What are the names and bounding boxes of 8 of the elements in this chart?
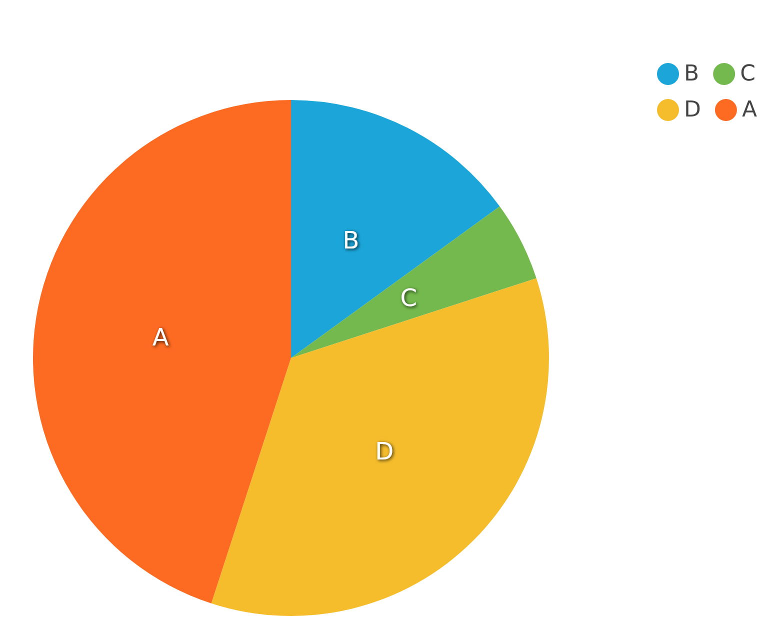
slice-label: C: [400, 284, 417, 312]
legend-label: B: [684, 62, 700, 86]
slice-label: D: [375, 437, 394, 466]
slice-label: B: [342, 226, 360, 254]
legend-label: A: [742, 98, 758, 122]
slice-label: A: [152, 323, 170, 352]
legend-label: C: [740, 62, 756, 86]
legend-label: D: [684, 98, 701, 122]
